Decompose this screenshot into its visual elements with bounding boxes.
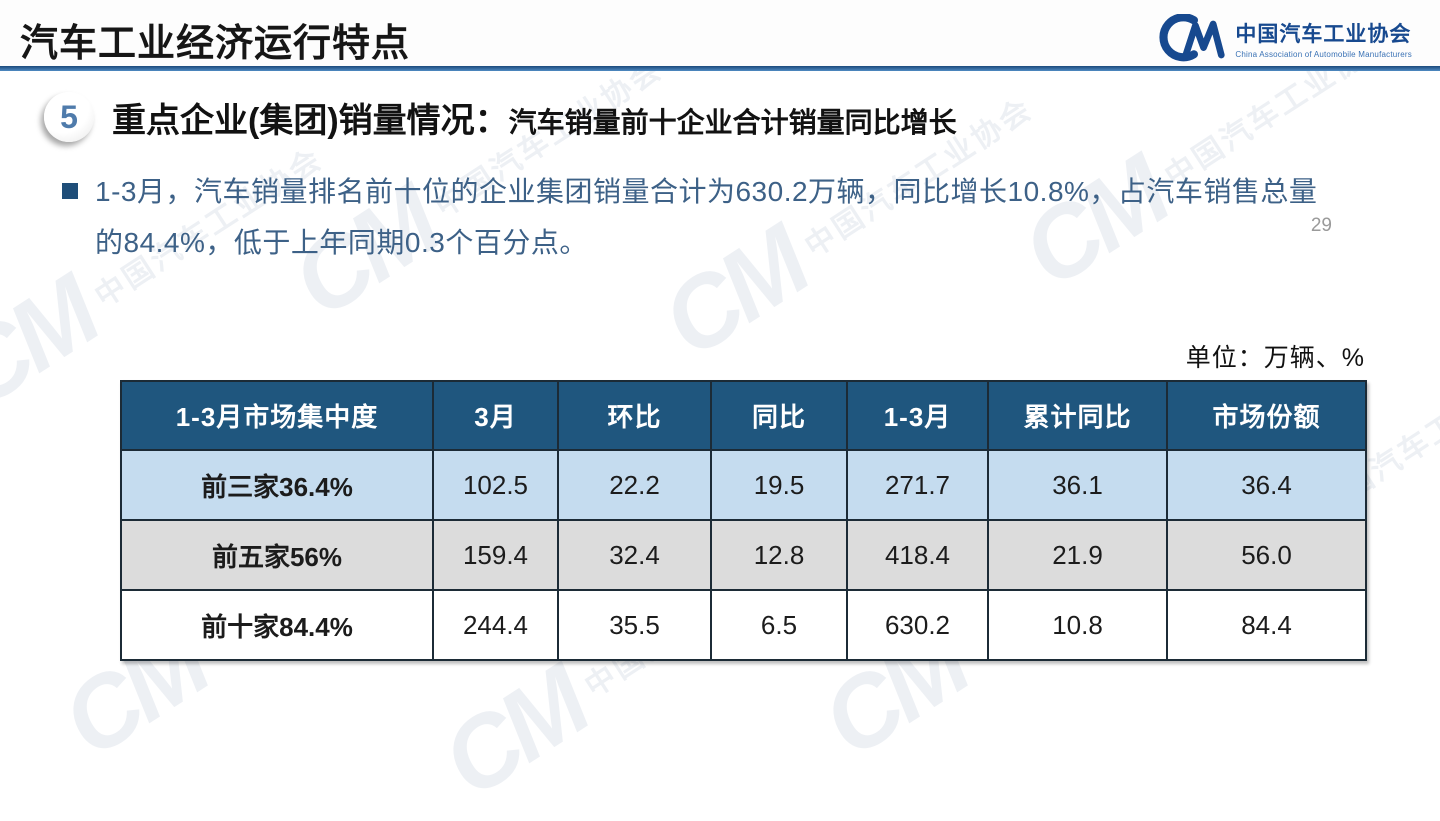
col-header-march: 3月 xyxy=(432,380,559,451)
page-title: 汽车工业经济运行特点 xyxy=(20,23,411,65)
summary-line-2: 的84.4%，低于上年同期0.3个百分点。 xyxy=(95,227,588,259)
cell-value: 21.9 xyxy=(987,519,1168,591)
cell-value: 19.5 xyxy=(710,449,848,521)
caam-cm-logo-icon xyxy=(1151,14,1225,62)
cell-value: 36.4 xyxy=(1166,449,1367,521)
cell-value: 32.4 xyxy=(557,519,712,591)
table-row-top3: 前三家36.4% 102.5 22.2 19.5 271.7 36.1 36.4 xyxy=(120,449,1367,521)
market-concentration-table: 1-3月市场集中度 3月 环比 同比 1-3月 累计同比 市场份额 前三家36.… xyxy=(120,380,1367,661)
cell-value: 6.5 xyxy=(710,589,848,661)
section-heading-main: 重点企业(集团)销量情况： xyxy=(112,101,509,140)
watermark-cm-mark: CM xyxy=(423,646,605,819)
logo-name-cn: 中国汽车工业协会 xyxy=(1235,22,1412,46)
table-unit-note: 单位：万辆、% xyxy=(1185,344,1365,372)
bullet-square-icon xyxy=(62,183,78,199)
section-heading-row: 5 重点企业(集团)销量情况：汽车销量前十企业合计销量同比增长 xyxy=(44,92,1440,142)
cell-value: 630.2 xyxy=(846,589,989,661)
cell-value: 102.5 xyxy=(432,449,559,521)
section-number-badge: 5 xyxy=(44,92,94,142)
cell-value: 36.1 xyxy=(987,449,1168,521)
caam-logo: 中国汽车工业协会 China Association of Automobile… xyxy=(1151,14,1412,62)
table-row-top5: 前五家56% 159.4 32.4 12.8 418.4 21.9 56.0 xyxy=(120,519,1367,591)
page-number: 29 xyxy=(1310,214,1332,236)
cell-value: 35.5 xyxy=(557,589,712,661)
row-label: 前十家84.4% xyxy=(120,589,434,661)
col-header-mom: 环比 xyxy=(557,380,712,451)
watermark-cm-mark: CM xyxy=(0,256,115,429)
row-label: 前三家36.4% xyxy=(120,449,434,521)
summary-paragraph: 1-3月，汽车销量排名前十位的企业集团销量合计为630.2万辆，同比增长10.8… xyxy=(62,170,1400,265)
cell-value: 22.2 xyxy=(557,449,712,521)
section-heading-sub: 汽车销量前十企业合计销量同比增长 xyxy=(508,106,957,138)
cell-value: 56.0 xyxy=(1166,519,1367,591)
table-header-row: 1-3月市场集中度 3月 环比 同比 1-3月 累计同比 市场份额 xyxy=(120,380,1367,451)
section-heading: 重点企业(集团)销量情况：汽车销量前十企业合计销量同比增长 xyxy=(112,93,957,142)
cell-value: 159.4 xyxy=(432,519,559,591)
col-header-concentration: 1-3月市场集中度 xyxy=(120,380,434,451)
cell-value: 12.8 xyxy=(710,519,848,591)
cell-value: 418.4 xyxy=(846,519,989,591)
cell-value: 271.7 xyxy=(846,449,989,521)
summary-line-1: 1-3月，汽车销量排名前十位的企业集团销量合计为630.2万辆，同比增长10.8… xyxy=(95,176,1318,207)
header-bar: 汽车工业经济运行特点 中国汽车工业协会 China Association of… xyxy=(0,0,1440,71)
cell-value: 10.8 xyxy=(987,589,1168,661)
logo-names: 中国汽车工业协会 China Association of Automobile… xyxy=(1235,18,1412,59)
cell-value: 84.4 xyxy=(1166,589,1367,661)
title-divider xyxy=(0,66,1440,71)
cell-value: 244.4 xyxy=(432,589,559,661)
col-header-yoy: 同比 xyxy=(710,380,848,451)
col-header-cum-yoy: 累计同比 xyxy=(987,380,1168,451)
col-header-q1: 1-3月 xyxy=(846,380,989,451)
row-label: 前五家56% xyxy=(120,519,434,591)
col-header-share: 市场份额 xyxy=(1166,380,1367,451)
table-row-top10: 前十家84.4% 244.4 35.5 6.5 630.2 10.8 84.4 xyxy=(120,589,1367,661)
logo-name-en: China Association of Automobile Manufact… xyxy=(1235,49,1412,59)
concentration-table-wrap: 1-3月市场集中度 3月 环比 同比 1-3月 累计同比 市场份额 前三家36.… xyxy=(120,380,1367,661)
